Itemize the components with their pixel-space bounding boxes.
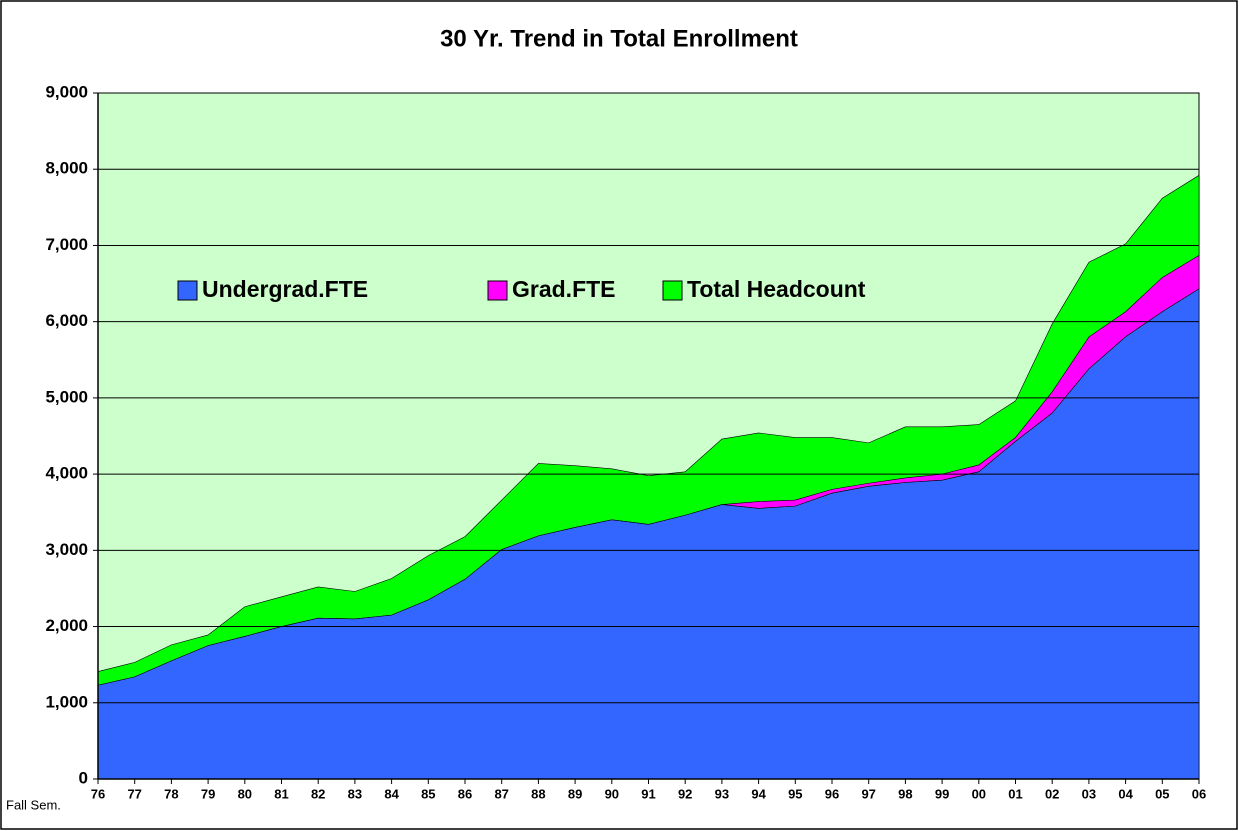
- x-tick-label: 85: [421, 786, 435, 801]
- y-tick-label: 4,000: [45, 464, 88, 483]
- x-tick-label: 83: [348, 786, 362, 801]
- x-tick-label: 81: [274, 786, 288, 801]
- y-tick-label: 8,000: [45, 159, 88, 178]
- y-tick-label: 7,000: [45, 235, 88, 254]
- chart-title: 30 Yr. Trend in Total Enrollment: [440, 25, 798, 52]
- y-tick-label: 2,000: [45, 616, 88, 635]
- x-tick-label: 97: [861, 786, 875, 801]
- x-tick-label: 02: [1045, 786, 1059, 801]
- x-tick-label: 95: [788, 786, 802, 801]
- legend-swatch: [487, 280, 508, 301]
- y-tick-label: 6,000: [45, 311, 88, 330]
- x-tick-label: 96: [825, 786, 839, 801]
- y-tick-label: 9,000: [45, 82, 88, 101]
- legend-label: Total Headcount: [687, 276, 866, 302]
- x-tick-label: 80: [238, 786, 252, 801]
- x-tick-label: 87: [494, 786, 508, 801]
- x-tick-label: 88: [531, 786, 545, 801]
- x-tick-label: 77: [127, 786, 141, 801]
- y-tick-label: 1,000: [45, 692, 88, 711]
- x-tick-label: 94: [751, 786, 766, 801]
- y-tick-label: 0: [79, 768, 88, 787]
- x-tick-label: 98: [898, 786, 912, 801]
- x-tick-label: 04: [1118, 786, 1133, 801]
- x-tick-label: 99: [935, 786, 949, 801]
- x-tick-label: 79: [201, 786, 215, 801]
- x-tick-label: 90: [605, 786, 619, 801]
- area: [97, 288, 1200, 780]
- legend-swatch: [662, 280, 683, 301]
- x-tick-label: 82: [311, 786, 325, 801]
- x-tick-label: 91: [641, 786, 655, 801]
- x-tick-label: 03: [1082, 786, 1096, 801]
- x-tick-label: 01: [1008, 786, 1022, 801]
- y-tick-label: 3,000: [45, 540, 88, 559]
- x-tick-label: 06: [1192, 786, 1206, 801]
- x-tick-label: 92: [678, 786, 692, 801]
- x-axis-label: Fall Sem.: [6, 797, 61, 812]
- x-tick-label: 05: [1155, 786, 1169, 801]
- x-tick-label: 84: [384, 786, 399, 801]
- x-tick-label: 86: [458, 786, 472, 801]
- legend-label: Undergrad.FTE: [202, 276, 368, 302]
- y-tick-label: 5,000: [45, 387, 88, 406]
- x-tick-label: 78: [164, 786, 178, 801]
- x-tick-label: 89: [568, 786, 582, 801]
- legend-label: Grad.FTE: [512, 276, 616, 302]
- x-tick-label: 00: [972, 786, 986, 801]
- x-tick-label: 76: [91, 786, 105, 801]
- x-tick-label: 93: [715, 786, 729, 801]
- legend-swatch: [177, 280, 198, 301]
